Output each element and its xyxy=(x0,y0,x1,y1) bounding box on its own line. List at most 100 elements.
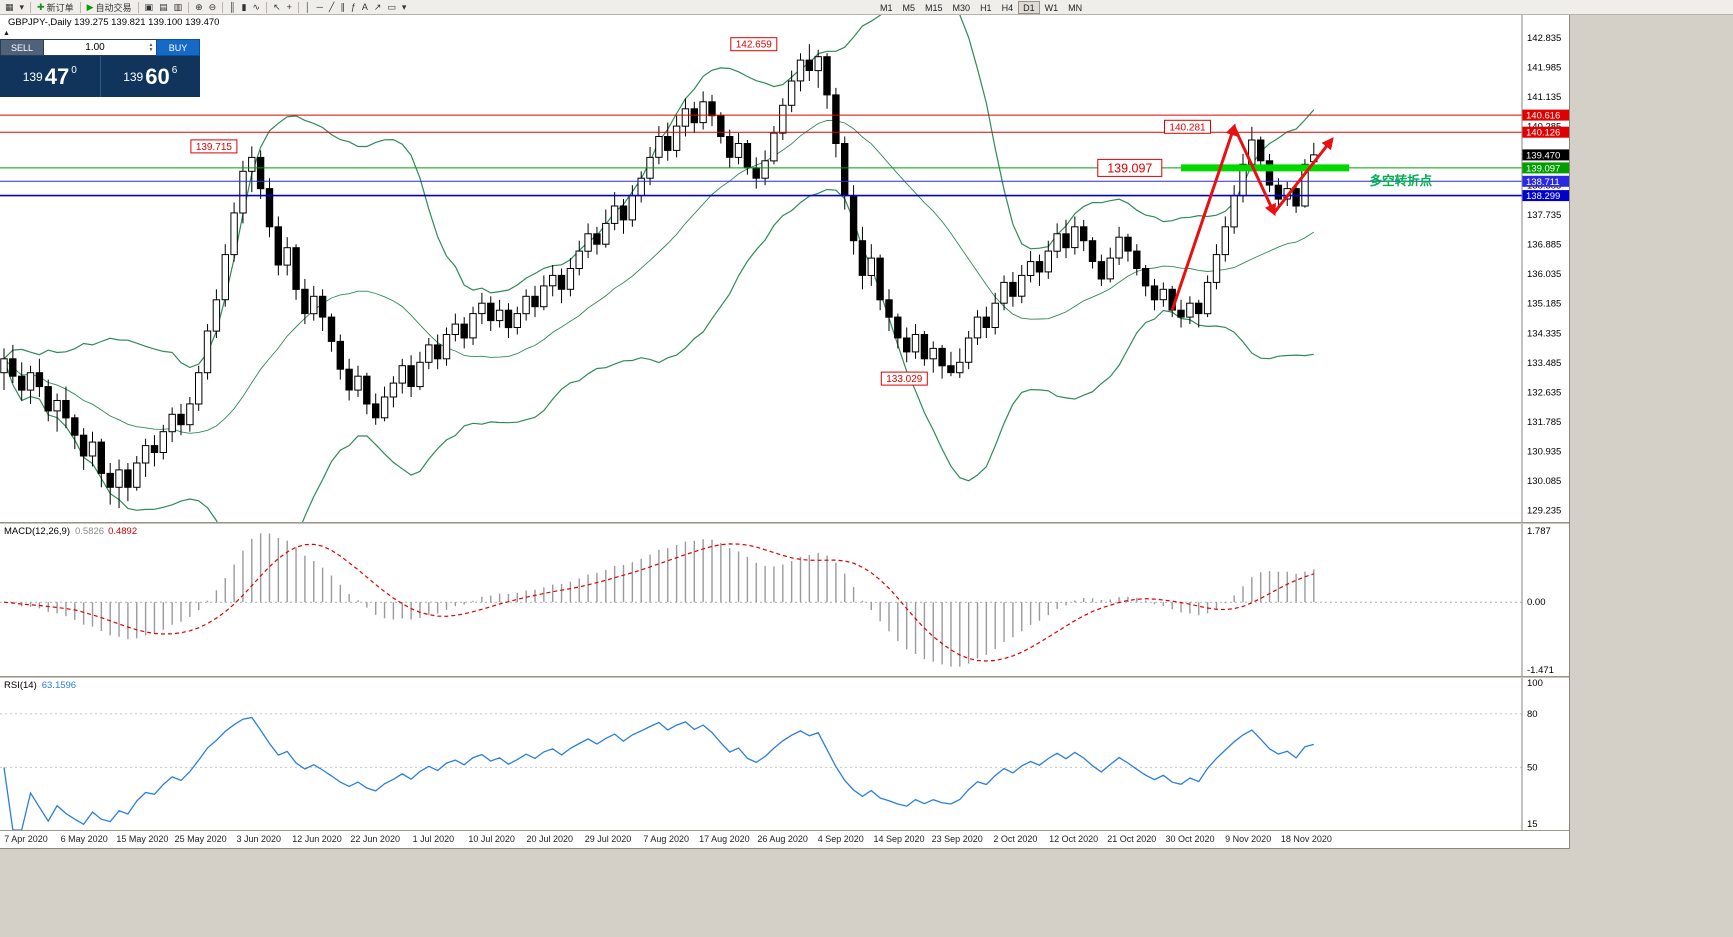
price-axis-badge xyxy=(1522,162,1569,174)
volume-stepper[interactable]: 1.00 ▲ ▼ xyxy=(44,39,156,56)
toolbar-zoom-out-button[interactable]: ⊖ xyxy=(206,1,220,14)
time-axis[interactable]: 7 Apr 2020 6 May 2020 15 May 2020 25 May 20… xyxy=(0,831,1569,848)
candle-body xyxy=(0,358,8,374)
toolbar-tile-vertically-button[interactable]: ▥ xyxy=(171,1,186,14)
candle-body xyxy=(18,375,26,391)
candle-body xyxy=(920,334,929,360)
volume-up-icon[interactable]: ▲ xyxy=(148,41,154,48)
toolbar-horizontal-line-tool-button[interactable]: ─ xyxy=(314,1,326,14)
price-label-box[interactable] xyxy=(190,139,238,154)
timeframe-d1-button[interactable]: D1 xyxy=(1018,1,1040,14)
toolbar-objects-dropdown-button[interactable]: ▾ xyxy=(399,1,410,14)
candle-body xyxy=(956,361,964,374)
time-axis-label: 10 Jul 2020 xyxy=(468,834,515,844)
time-axis-label: 6 May 2020 xyxy=(60,834,108,844)
toolbar-tile-horizontally-button[interactable]: ▤ xyxy=(156,1,171,14)
toolbar-bar-chart-mode-button[interactable]: ║ xyxy=(226,1,238,14)
macd-indicator-name: MACD(12,26,9) xyxy=(4,526,70,537)
candle-body xyxy=(1097,261,1106,280)
price-label-box[interactable] xyxy=(1164,119,1211,134)
candle-body xyxy=(354,375,362,391)
timeframe-h4-button[interactable]: H4 xyxy=(1001,3,1014,13)
candle-body xyxy=(566,268,575,290)
timeframe-m15-button[interactable]: M15 xyxy=(925,3,943,13)
candle-body xyxy=(964,337,973,363)
buy-button[interactable]: BUY xyxy=(156,39,200,56)
rsi-label: RSI(14) 63.1596 xyxy=(4,680,76,691)
bid-base: 139 xyxy=(22,69,43,84)
volume-spin-buttons[interactable]: ▲ ▼ xyxy=(146,41,156,53)
one-click-collapse-icon[interactable]: ▲ xyxy=(3,30,10,37)
candle-body xyxy=(389,382,398,398)
trend-arrow[interactable] xyxy=(1232,126,1276,217)
rsi-splitter[interactable] xyxy=(0,676,1569,678)
annotation-text[interactable]: 多空转折点 xyxy=(1370,173,1433,188)
candle-body xyxy=(35,372,44,388)
candle-body xyxy=(71,417,79,436)
rsi-panel-canvas[interactable]: 100 80 50 15 xyxy=(0,678,1570,830)
price-axis-badge-value: 139.097 xyxy=(1526,163,1560,174)
trend-arrow[interactable] xyxy=(1272,137,1334,214)
toolbar-fibonacci-tool-button[interactable]: ƒ xyxy=(348,1,359,14)
toolbar-text-tool-button[interactable]: A xyxy=(359,1,371,14)
toolbar-candlestick-mode-button[interactable]: ▮ xyxy=(239,1,250,14)
time-axis-label: 20 Jul 2020 xyxy=(526,834,574,844)
candle-body xyxy=(44,386,52,412)
candle-body xyxy=(1018,274,1026,297)
macd-panel-canvas[interactable]: 1.787 0.00 -1.471 xyxy=(0,524,1570,676)
macd-signal-value: 0.4892 xyxy=(108,526,138,537)
toolbar-autotrading-button[interactable]: ▶ 自动交易 xyxy=(84,1,135,14)
toolbar-shapes-dropdown-button[interactable]: ▭ xyxy=(384,1,399,14)
price-label-box[interactable] xyxy=(1097,158,1163,177)
macd-splitter[interactable] xyxy=(0,522,1569,524)
toolbar-chart-dropdown-button[interactable]: ▾ xyxy=(17,1,28,14)
toolbar-vertical-line-tool-button[interactable]: │ xyxy=(302,1,314,14)
toolbar-new-order-button[interactable]: ✚ 新订单 xyxy=(34,1,77,14)
price-label-text: 139.097 xyxy=(1107,161,1152,175)
timeframe-m5-button[interactable]: M5 xyxy=(902,3,916,13)
candle-body xyxy=(88,441,97,457)
new-order-icon: ✚ xyxy=(37,1,45,12)
toolbar-line-chart-mode-button[interactable]: ∿ xyxy=(250,1,264,14)
candle-body xyxy=(150,445,159,454)
candle-body xyxy=(1133,250,1141,270)
toolbar-new-chart-button[interactable]: ▦ xyxy=(2,1,17,14)
timeframe-w1-button[interactable]: W1 xyxy=(1044,3,1059,13)
objects-dropdown-icon: ▾ xyxy=(401,1,407,12)
toolbar-crosshair-tool-button[interactable]: + xyxy=(284,1,295,14)
time-axis-label: 15 May 2020 xyxy=(116,834,169,844)
candle-body xyxy=(97,441,105,474)
price-label-box[interactable] xyxy=(880,371,928,386)
sell-button[interactable]: SELL xyxy=(0,39,44,56)
toolbar-channel-tool-button[interactable]: ∥ xyxy=(337,1,348,14)
timeframe-m30-button[interactable]: M30 xyxy=(952,3,971,13)
toolbar-arrow-tool-button[interactable]: ↗ xyxy=(371,1,385,14)
candle-body xyxy=(557,274,566,290)
toolbar-separator xyxy=(30,1,32,13)
candle-body xyxy=(62,400,70,419)
candle-body xyxy=(469,313,477,339)
timeframe-mn-button[interactable]: MN xyxy=(1068,3,1083,13)
cursor-tool-icon: ↖ xyxy=(273,1,281,12)
toolbar-cascade-windows-button[interactable]: ▣ xyxy=(142,1,157,14)
ask-price-button[interactable]: 139 60 6 xyxy=(101,56,201,97)
candle-body xyxy=(1186,302,1194,318)
timeframe-h1-button[interactable]: H1 xyxy=(980,3,992,13)
candle-body xyxy=(230,212,238,256)
candle-body xyxy=(628,195,636,221)
price-label-box[interactable] xyxy=(730,37,778,52)
channel-tool-icon: ∥ xyxy=(340,1,345,12)
timeframe-m1-button[interactable]: M1 xyxy=(880,3,893,13)
toolbar-cursor-tool-button[interactable]: ↖ xyxy=(270,1,284,14)
bid-price-button[interactable]: 139 47 0 xyxy=(0,56,101,97)
toolbar-zoom-in-button[interactable]: ⊕ xyxy=(192,1,206,14)
volume-down-icon[interactable]: ▼ xyxy=(148,46,154,53)
price-chart-canvas[interactable]: 142.835141.985141.135140.285139.435138.5… xyxy=(0,15,1570,522)
toolbar-trendline-tool-button[interactable]: ╱ xyxy=(326,1,337,14)
time-axis-label: 7 Aug 2020 xyxy=(643,834,689,844)
trend-arrow[interactable] xyxy=(1170,123,1238,311)
time-axis-label: 4 Sep 2020 xyxy=(817,834,864,844)
bollinger-middle-line xyxy=(3,119,1315,434)
candle-body xyxy=(203,330,212,374)
